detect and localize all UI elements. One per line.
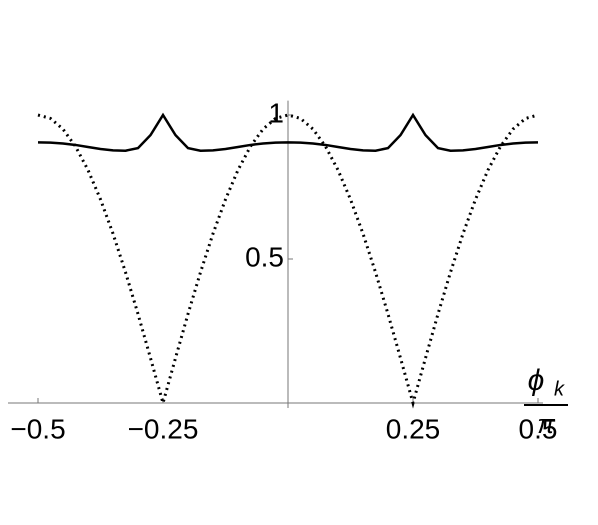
series-line	[37, 113, 539, 409]
x-tick-label: −0.25	[128, 413, 199, 444]
x-label-symbol: ϕ	[528, 364, 545, 397]
x-tick-label: 0.5	[519, 413, 558, 444]
x-label-subscript: k	[554, 378, 565, 400]
x-tick-label: 0.25	[386, 413, 441, 444]
y-tick-label: 0.5	[245, 241, 284, 272]
y-tick-label: 1	[268, 97, 284, 128]
x-tick-label: −0.5	[10, 413, 65, 444]
x-label-denominator: π	[537, 409, 555, 439]
series-line	[37, 112, 539, 152]
